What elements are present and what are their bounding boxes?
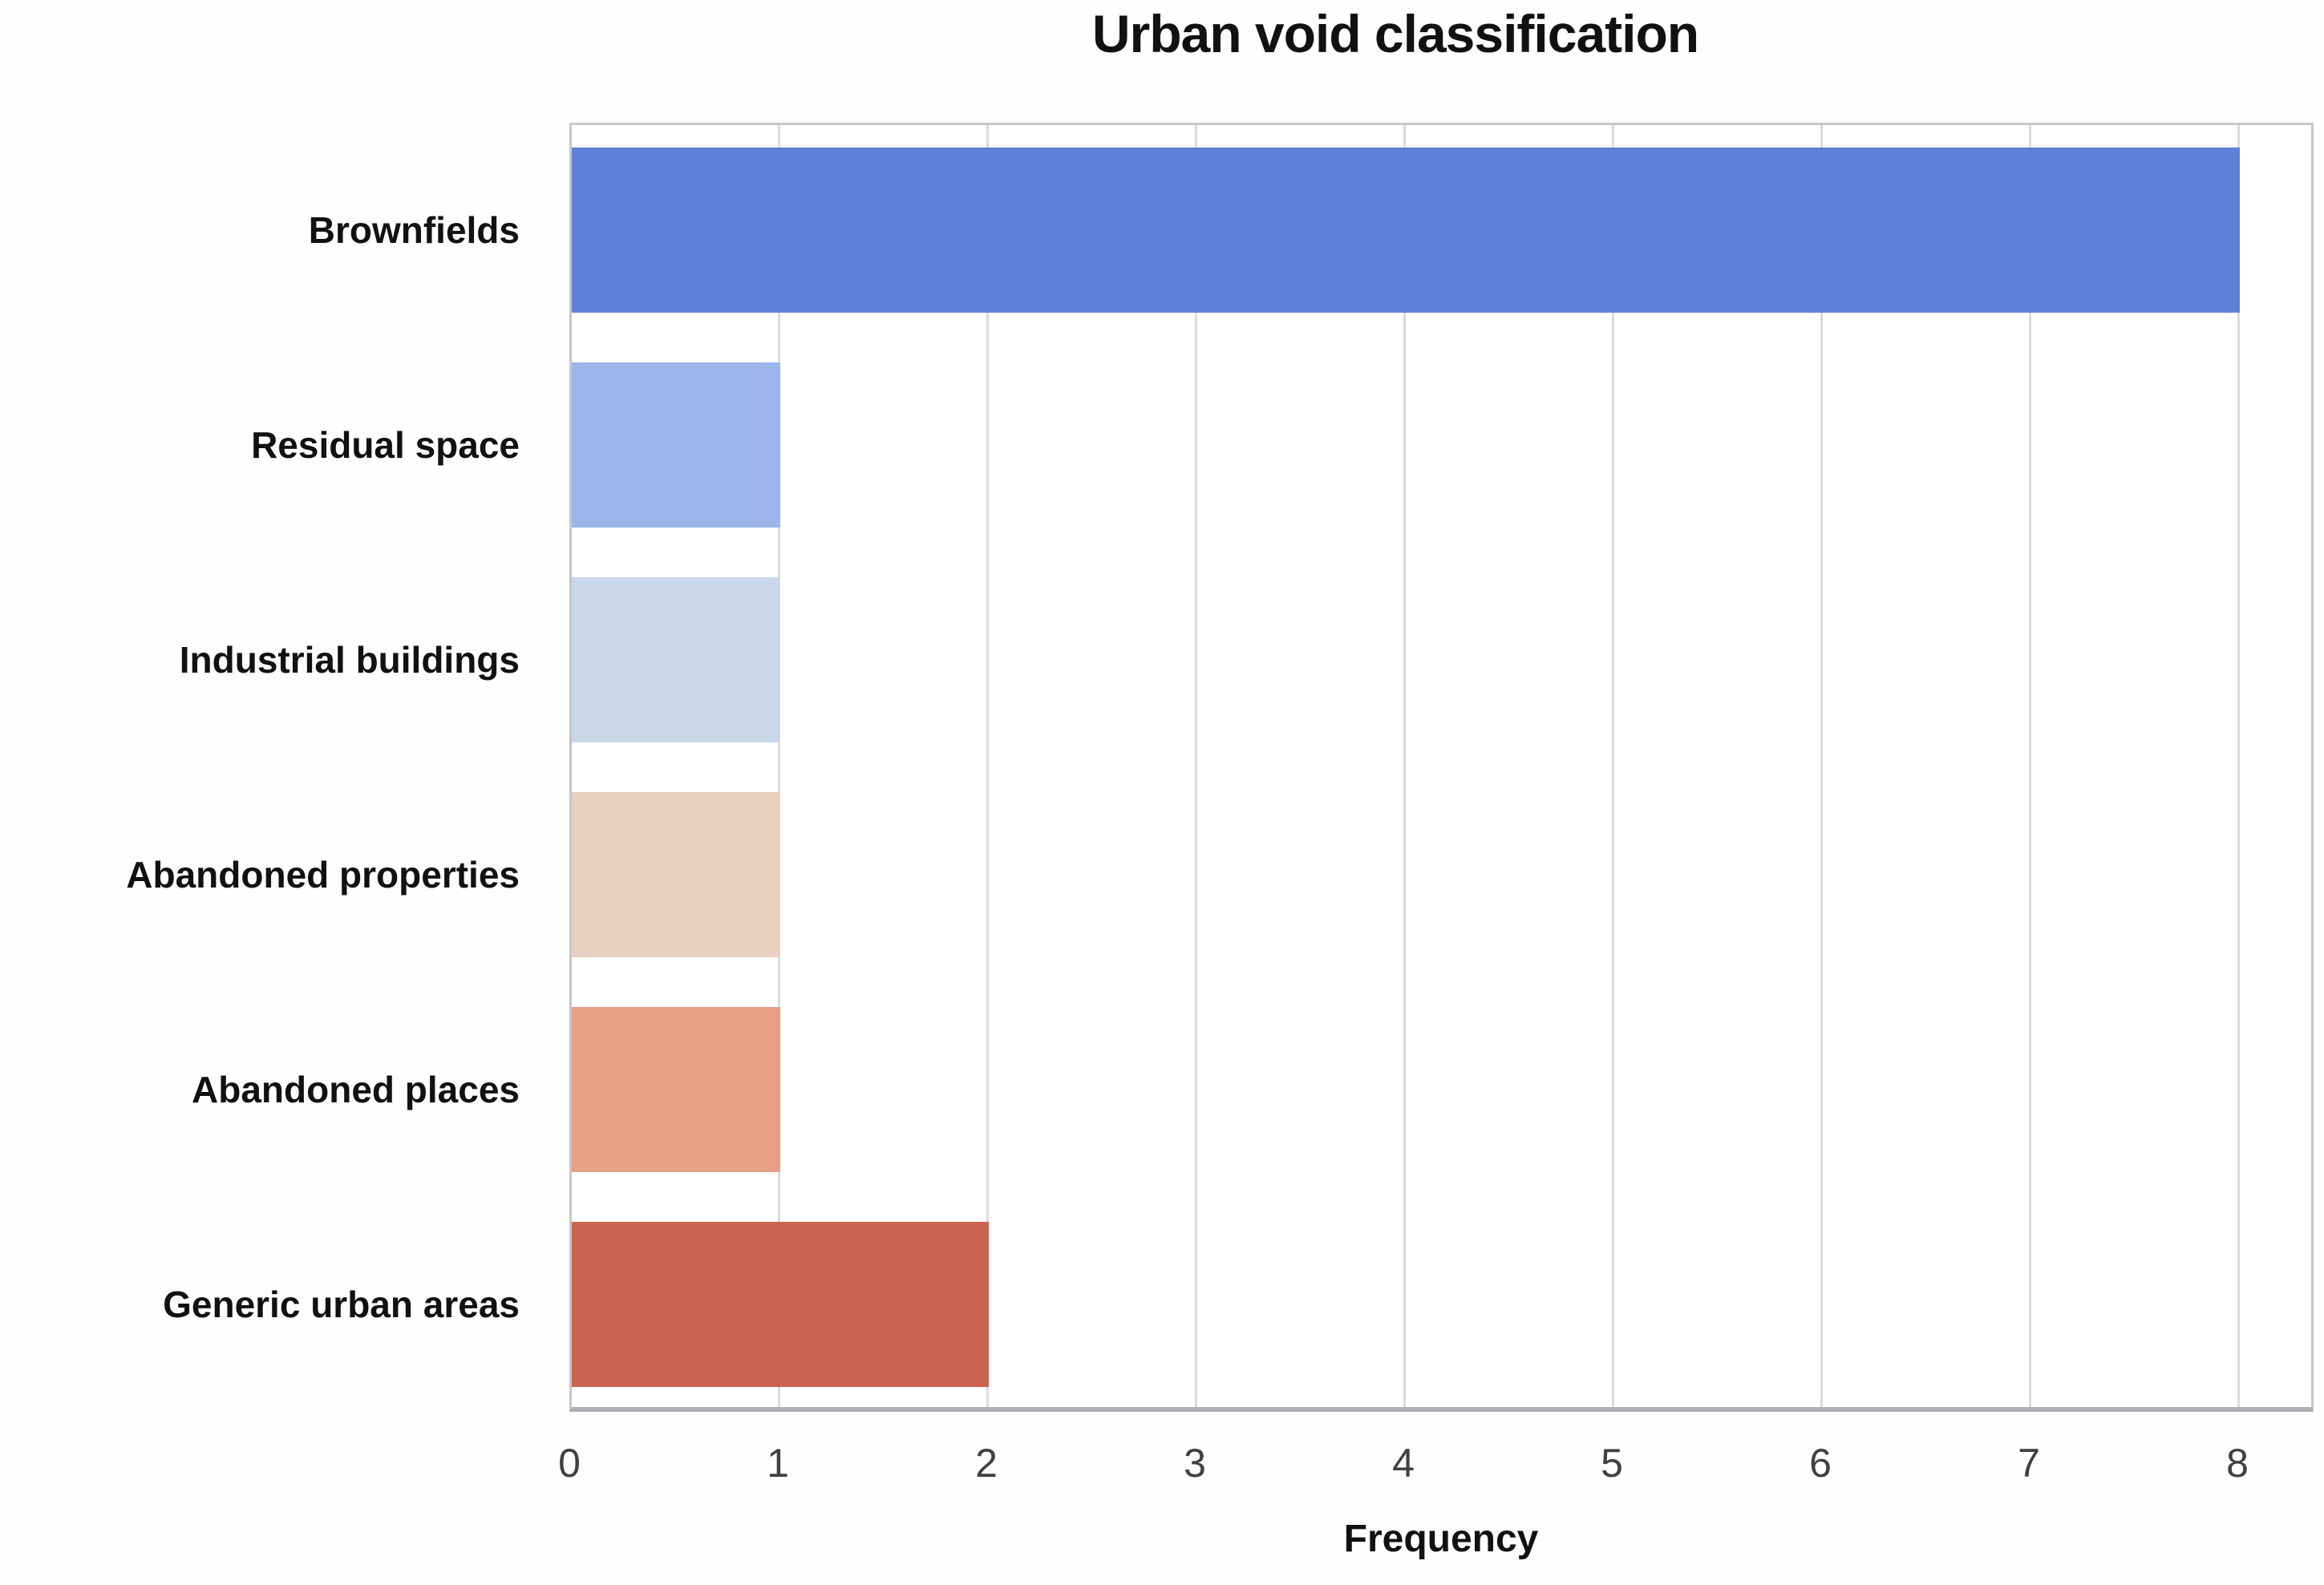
gridline-x-3 — [1195, 125, 1197, 1407]
gridline-x-2 — [986, 125, 989, 1407]
x-tick-label-3: 3 — [1184, 1441, 1206, 1486]
x-tick-label-7: 7 — [2018, 1441, 2040, 1486]
category-label-residual-space: Residual space — [251, 424, 520, 466]
x-tick-label-1: 1 — [767, 1441, 789, 1486]
bar-industrial-buildings — [572, 577, 780, 742]
bar-abandoned-properties — [572, 792, 780, 957]
bar-generic-urban-areas — [572, 1222, 989, 1387]
x-tick-label-5: 5 — [1601, 1441, 1623, 1486]
bar-residual-space — [572, 362, 780, 528]
x-tick-label-0: 0 — [558, 1441, 581, 1486]
plot-area — [569, 123, 2314, 1412]
gridline-x-4 — [1403, 125, 1406, 1407]
gridline-x-6 — [1820, 125, 1823, 1407]
bar-abandoned-places — [572, 1007, 780, 1172]
chart-title: Urban void classification — [1091, 4, 1699, 63]
x-tick-label-6: 6 — [1809, 1441, 1832, 1486]
gridline-x-5 — [1612, 125, 1614, 1407]
category-label-abandoned-places: Abandoned places — [192, 1069, 520, 1110]
x-tick-label-4: 4 — [1392, 1441, 1415, 1486]
bar-brownfields — [572, 148, 2240, 313]
category-label-industrial-buildings: Industrial buildings — [179, 639, 520, 681]
gridline-x-1 — [778, 125, 780, 1407]
x-tick-label-8: 8 — [2226, 1441, 2249, 1486]
category-label-brownfields: Brownfields — [308, 209, 520, 251]
gridline-x-8 — [2237, 125, 2240, 1407]
category-label-generic-urban-areas: Generic urban areas — [163, 1284, 520, 1325]
x-axis-title: Frequency — [1343, 1518, 1539, 1560]
gridline-x-7 — [2029, 125, 2031, 1407]
category-label-abandoned-properties: Abandoned properties — [126, 854, 520, 896]
x-tick-label-2: 2 — [975, 1441, 998, 1486]
